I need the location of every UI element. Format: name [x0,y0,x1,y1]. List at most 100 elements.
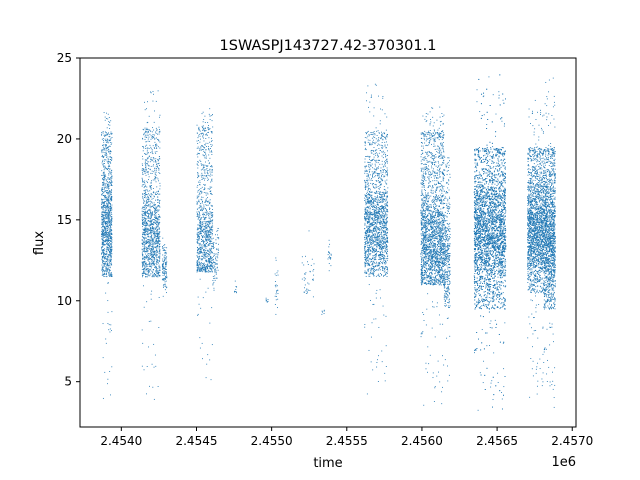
data-point [152,224,154,226]
data-point [143,129,145,131]
data-point [384,162,386,164]
data-point [108,238,110,240]
data-point [162,260,164,262]
data-point [107,186,109,188]
data-point [107,243,109,245]
data-point [154,212,156,214]
data-point [110,251,112,253]
data-point [105,210,107,211]
data-point [144,217,146,219]
data-point [109,249,111,251]
data-point [148,268,149,270]
data-point [206,255,208,257]
data-point [150,224,151,226]
data-point [154,275,156,277]
data-point [211,271,213,273]
data-point [371,137,373,139]
data-point [102,177,104,179]
data-point [199,191,201,193]
data-point [376,215,378,216]
data-point [387,211,389,213]
data-point [147,224,149,226]
data-point [368,133,370,135]
data-point [143,189,145,191]
data-point [111,219,113,221]
data-point [108,201,110,203]
data-point [111,200,113,201]
data-point [102,222,103,224]
data-point [101,190,103,192]
data-point [150,152,152,154]
data-point [373,199,375,201]
data-point [110,120,112,122]
data-point [149,236,151,237]
data-point [364,232,366,234]
data-point [215,273,217,275]
data-point [106,235,108,237]
data-point [212,244,214,245]
data-point [216,277,218,279]
data-point [154,254,156,256]
data-point [158,201,160,203]
data-point [377,172,379,174]
data-point [207,244,209,246]
data-point [199,244,201,246]
data-point [150,92,152,94]
data-point [150,159,152,161]
data-point [142,254,144,256]
data-point [101,216,103,218]
data-point [144,239,145,241]
data-point [366,260,368,262]
data-point [110,243,112,245]
data-point [210,262,212,264]
data-point [150,258,151,260]
data-point [205,194,207,196]
data-point [197,224,199,226]
data-point [105,269,107,271]
data-point [379,222,381,224]
data-point [146,200,148,202]
data-point [301,278,303,280]
data-point [110,247,112,249]
data-point [369,111,371,113]
data-point [275,293,277,295]
data-point [202,175,204,177]
data-point [105,266,107,268]
data-point [144,200,146,202]
data-point [207,265,209,267]
data-point [109,245,111,247]
data-point [145,273,147,275]
data-point [109,223,111,225]
data-point [377,241,378,243]
data-point [103,251,105,253]
data-point [371,231,373,233]
data-point [105,183,107,184]
data-point [149,223,151,225]
data-point [103,174,105,176]
data-point [203,240,205,242]
data-point [107,141,109,143]
data-point [379,163,381,165]
data-point [373,221,375,223]
data-point [203,250,205,251]
data-point [142,245,144,247]
data-point [209,236,211,238]
data-point [208,154,210,156]
data-point [159,206,161,208]
data-point [106,168,108,170]
data-point [162,271,164,273]
data-point [378,250,380,252]
data-point [143,220,145,222]
data-point [373,269,375,271]
data-point [146,246,148,248]
data-point [375,239,377,241]
data-point [371,235,373,236]
data-point [202,145,204,147]
data-point [211,307,213,309]
data-point [105,342,107,344]
data-point [205,169,207,171]
data-point [196,186,198,188]
data-point [379,159,380,161]
data-point [142,164,144,166]
data-point [198,200,199,202]
